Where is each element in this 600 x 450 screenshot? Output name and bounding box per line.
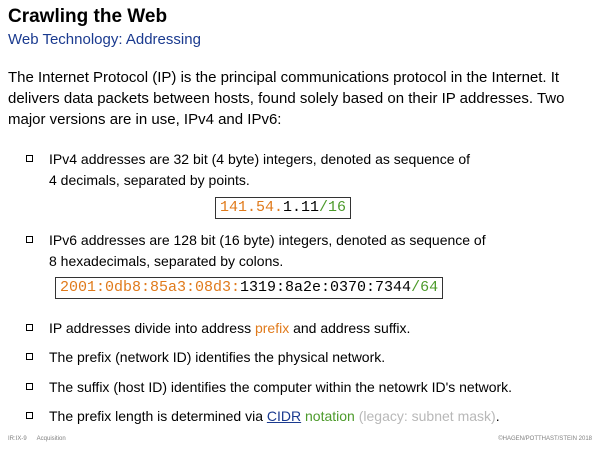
notation-text: notation	[301, 408, 355, 424]
bullet-prefix-suffix-text: IP addresses divide into address prefix …	[49, 318, 410, 339]
slide-subtitle: Web Technology: Addressing	[8, 31, 201, 48]
ipv6-slash: /	[411, 279, 421, 296]
bullet-box-icon	[26, 383, 33, 390]
footer-section: Acquisition	[36, 436, 66, 442]
ipv6-line2: 8 hexadecimals, separated by colons.	[49, 253, 284, 269]
bullet-box-icon	[26, 236, 33, 243]
prefix-text-post: and address suffix.	[289, 320, 411, 336]
host-id-text: The suffix (host ID) identifies the comp…	[49, 379, 513, 395]
ipv4-prefix: 141.54.	[220, 199, 284, 216]
length-text-end: .	[495, 408, 500, 424]
prefix-text-pre: IP addresses divide into address	[49, 320, 255, 336]
bullet-box-icon	[26, 155, 33, 162]
ipv4-example-box: 141.54.1.11/16	[215, 197, 352, 219]
footer-copyright: ©HAGEN/POTTHAST/STEIN 2018	[498, 436, 592, 442]
ipv4-length: 16	[328, 199, 347, 216]
bullet-ipv6-text: IPv6 addresses are 128 bit (16 byte) int…	[49, 230, 486, 272]
ipv6-line1: IPv6 addresses are 128 bit (16 byte) int…	[49, 232, 486, 248]
length-text-pre: The prefix length is determined via	[49, 408, 267, 424]
ipv6-example-box: 2001:0db8:85a3:08d3:1319:8a2e:0370:7344/…	[55, 277, 444, 299]
bullet-box-icon	[26, 353, 33, 360]
ipv6-suffix: 1319:8a2e:0370:7344	[240, 279, 412, 296]
prefix-highlight: prefix	[254, 320, 290, 336]
cidr-link[interactable]: CIDR	[266, 408, 302, 424]
network-id-text: The prefix (network ID) identifies the p…	[49, 349, 386, 365]
footer-slide-id: IR:IX-9	[8, 436, 27, 442]
ipv4-suffix: 1.11	[283, 199, 320, 216]
ipv4-line1: IPv4 addresses are 32 bit (4 byte) integ…	[49, 151, 471, 167]
bullet-prefix-length-text: The prefix length is determined via CIDR…	[49, 406, 500, 427]
intro-paragraph: The Internet Protocol (IP) is the princi…	[8, 69, 565, 128]
bullet-box-icon	[26, 412, 33, 419]
ipv4-slash: /	[319, 199, 329, 216]
slide-title: Crawling the Web	[8, 6, 168, 27]
ipv6-prefix: 2001:0db8:85a3:08d3:	[60, 279, 241, 296]
bullet-box-icon	[26, 324, 33, 331]
ipv4-line2: 4 decimals, separated by points.	[49, 172, 250, 188]
bullet-ipv4-text: IPv4 addresses are 32 bit (4 byte) integ…	[49, 149, 470, 191]
ipv6-length: 64	[420, 279, 439, 296]
footer-left: IR:IX-9 Acquisition	[8, 436, 66, 442]
legacy-text: (legacy: subnet mask)	[354, 408, 496, 424]
